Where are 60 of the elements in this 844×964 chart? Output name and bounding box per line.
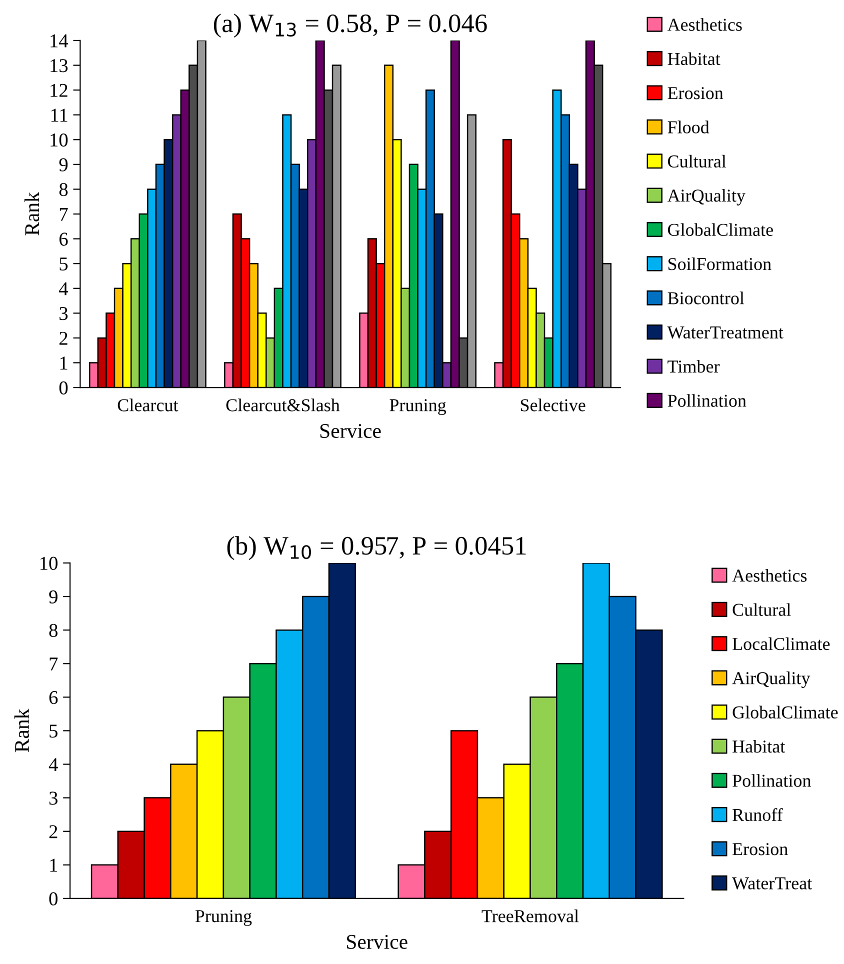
x-axis-title: Service: [347, 934, 408, 949]
legend-label: Aesthetics: [667, 18, 742, 31]
legend-label: GlobalClimate: [732, 706, 838, 718]
y-tick-label: 9: [59, 158, 68, 172]
legend-label: SoilFormation: [668, 257, 772, 270]
legend-label: Biocontrol: [668, 292, 744, 304]
legend-label: Erosion: [668, 87, 724, 100]
y-axis-title: Rank: [24, 192, 40, 236]
x-tick-label: Pruning: [390, 399, 446, 416]
legend-label: Pollination: [668, 394, 746, 407]
y-tick-label: 7: [50, 658, 58, 670]
x-tick-label: Clearcut: [118, 398, 178, 412]
x-tick-label: Selective: [520, 398, 586, 412]
legend-label: AirQuality: [667, 189, 746, 206]
y-tick-label: 9: [49, 590, 58, 604]
legend-label: Habitat: [668, 52, 720, 66]
y-tick-label: 13: [50, 59, 68, 72]
y-tick-label: 6: [49, 691, 58, 704]
y-tick-label: 10: [50, 133, 68, 147]
y-tick-label: 0: [49, 892, 58, 906]
y-tick-label: 3: [49, 792, 58, 805]
x-tick-label: Pruning: [195, 910, 252, 926]
y-tick-label: 5: [50, 724, 58, 738]
y-tick-label: 1: [60, 356, 68, 370]
y-tick-label: 4: [48, 758, 58, 772]
y-tick-label: 1: [50, 858, 58, 872]
legend-label: WaterTreat: [732, 877, 812, 890]
y-tick-label: 4: [59, 282, 68, 296]
y-tick-label: 0: [59, 381, 68, 394]
x-tick-label: Clearcut&Slash: [226, 398, 340, 412]
chart-title: (a) W$_{13}$ = 0.58, P = 0.046: [214, 14, 487, 38]
y-tick-label: 2: [49, 825, 58, 838]
y-axis-title: Rank: [14, 708, 30, 752]
y-tick-label: 2: [60, 332, 68, 345]
legend-label: Runoff: [732, 808, 783, 822]
chart-title: (b) W$_{10}$ = 0.957, P = 0.0451: [227, 536, 526, 560]
legend-label: Aesthetics: [732, 569, 807, 582]
legend-label: Timber: [668, 360, 720, 373]
legend-label: Pollination: [732, 774, 811, 787]
y-tick-label: 8: [59, 183, 68, 196]
legend-label: Habitat: [732, 740, 786, 753]
legend-label: Flood: [668, 120, 710, 134]
y-tick-label: 14: [50, 34, 68, 48]
legend-label: Cultural: [732, 603, 791, 616]
legend-label: GlobalClimate: [668, 223, 773, 236]
y-tick-label: 6: [59, 232, 68, 246]
y-tick-label: 8: [49, 624, 58, 638]
y-tick-label: 12: [50, 84, 68, 97]
legend-label: LocalClimate: [732, 637, 830, 650]
y-tick-label: 11: [51, 108, 68, 122]
x-axis-title: Service: [320, 424, 381, 438]
legend-label: Erosion: [732, 843, 788, 856]
y-tick-label: 10: [40, 556, 58, 570]
y-tick-label: 7: [60, 208, 68, 221]
legend-label: Cultural: [668, 154, 726, 168]
legend-label: AirQuality: [732, 672, 810, 688]
y-tick-label: 5: [60, 258, 68, 271]
x-tick-label: TreeRemoval: [482, 910, 579, 922]
y-tick-label: 3: [60, 307, 68, 320]
legend-label: WaterTreatment: [667, 326, 784, 339]
